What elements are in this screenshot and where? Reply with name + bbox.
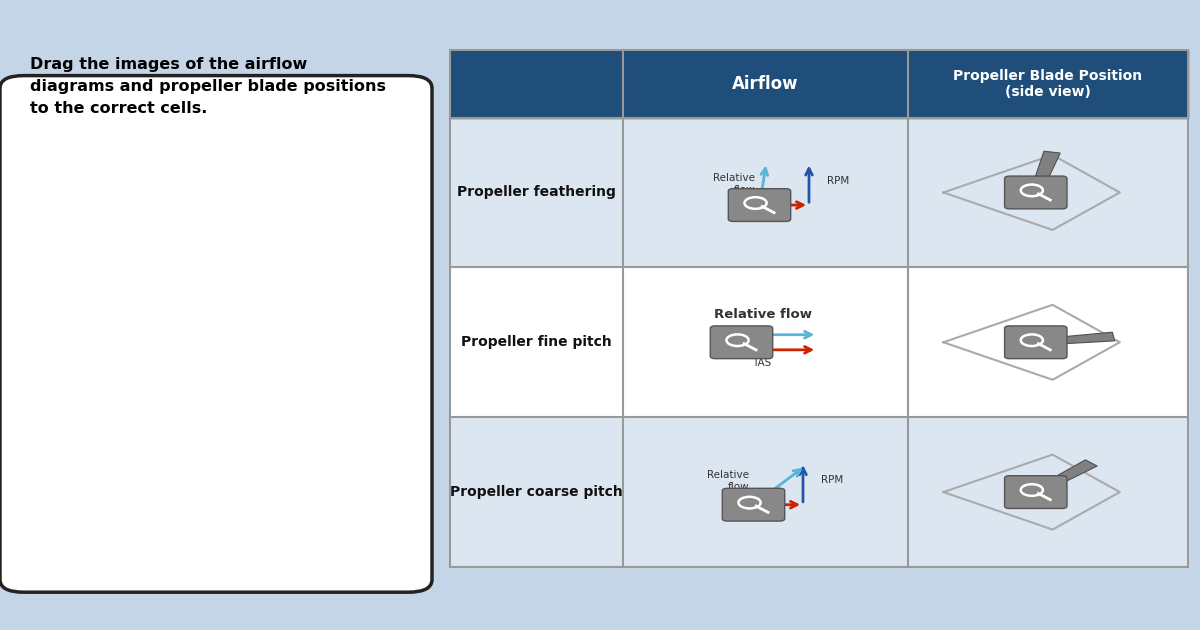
Text: Relative
flow: Relative flow bbox=[707, 470, 749, 492]
FancyBboxPatch shape bbox=[1004, 326, 1067, 358]
Text: Propeller fine pitch: Propeller fine pitch bbox=[461, 335, 612, 349]
Text: Propeller coarse pitch: Propeller coarse pitch bbox=[450, 485, 623, 499]
Polygon shape bbox=[1027, 151, 1061, 200]
Polygon shape bbox=[1022, 460, 1097, 499]
FancyBboxPatch shape bbox=[0, 76, 432, 592]
Text: RPM: RPM bbox=[821, 476, 844, 486]
Text: Propeller Blade Position
(side view): Propeller Blade Position (side view) bbox=[953, 69, 1142, 99]
Bar bbox=[450, 50, 1188, 567]
Text: Propeller feathering: Propeller feathering bbox=[457, 185, 616, 200]
Text: TAS: TAS bbox=[767, 512, 786, 522]
Polygon shape bbox=[1021, 332, 1115, 346]
Text: Airflow: Airflow bbox=[732, 75, 799, 93]
FancyBboxPatch shape bbox=[710, 326, 773, 358]
Text: RPM: RPM bbox=[827, 176, 850, 186]
Bar bbox=[450, 50, 1188, 118]
Text: Drag the images of the airflow
diagrams and propeller blade positions
to the cor: Drag the images of the airflow diagrams … bbox=[30, 57, 386, 116]
FancyBboxPatch shape bbox=[1004, 176, 1067, 209]
Bar bbox=[450, 118, 1188, 267]
FancyBboxPatch shape bbox=[1004, 476, 1067, 508]
Bar bbox=[450, 267, 1188, 417]
FancyBboxPatch shape bbox=[722, 488, 785, 521]
FancyBboxPatch shape bbox=[728, 189, 791, 222]
Text: TAS: TAS bbox=[773, 213, 792, 223]
Bar bbox=[450, 417, 1188, 567]
Text: TAS: TAS bbox=[752, 358, 772, 368]
Text: Relative
flow: Relative flow bbox=[713, 173, 755, 195]
Text: Relative flow: Relative flow bbox=[714, 308, 812, 321]
